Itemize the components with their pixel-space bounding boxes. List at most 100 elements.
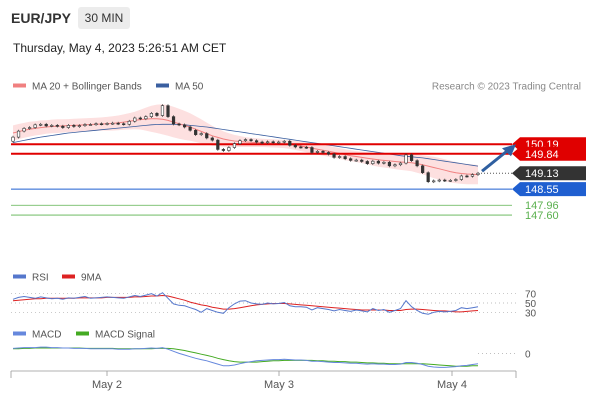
candle — [404, 153, 408, 165]
candle — [155, 111, 159, 117]
candle — [111, 121, 115, 125]
candle — [199, 132, 203, 137]
rsi-tick-label: 30 — [525, 308, 537, 319]
candle — [376, 159, 380, 165]
candle — [343, 155, 347, 161]
copyright-label: Research © 2023 Trading Central — [432, 82, 581, 93]
candle — [122, 122, 126, 126]
candle — [194, 128, 198, 137]
candle — [83, 123, 87, 128]
symbol-label: EUR/JPY — [11, 10, 71, 26]
candle — [171, 115, 176, 126]
support-level-label-5: 147.60 — [525, 210, 559, 222]
candle — [354, 158, 358, 162]
candle — [398, 161, 403, 167]
candle — [232, 142, 237, 149]
candle — [216, 138, 220, 151]
candle — [326, 151, 331, 156]
pivot-level-label-3: 148.55 — [525, 184, 559, 196]
candle — [365, 160, 369, 166]
forecast-arrow-shaft — [481, 149, 509, 173]
candle — [332, 152, 336, 159]
candle — [88, 123, 93, 126]
current-level-label-2: 149.13 — [525, 168, 559, 180]
candle — [432, 179, 436, 184]
candle — [144, 115, 148, 121]
rsi-legend-swatch — [13, 274, 26, 279]
candle — [50, 123, 54, 128]
candle — [349, 157, 353, 162]
rsi-legend-label: RSI — [32, 273, 49, 284]
resistance-level-label-1: 149.84 — [525, 149, 559, 161]
candle — [188, 125, 192, 132]
candle — [288, 139, 292, 147]
ma50-line — [12, 123, 479, 167]
candle — [293, 143, 297, 149]
candle — [105, 122, 109, 126]
candle — [28, 126, 32, 130]
candle — [205, 132, 209, 140]
candle — [33, 123, 37, 129]
candle — [448, 178, 452, 182]
candle — [11, 135, 15, 143]
price-levels — [11, 143, 512, 216]
candle — [321, 149, 325, 154]
candle — [426, 171, 430, 184]
candle — [177, 122, 181, 127]
candle — [459, 174, 463, 181]
macd-tick-label: 0 — [525, 349, 531, 360]
candle — [465, 174, 469, 178]
candle — [72, 123, 76, 128]
candle — [149, 111, 153, 118]
ma9-legend-label: 9MA — [81, 273, 102, 284]
candle — [16, 129, 21, 139]
candle — [387, 160, 392, 168]
signal-legend-label: MACD Signal — [95, 330, 155, 341]
candle — [454, 178, 458, 182]
candle — [304, 145, 308, 149]
candle — [310, 146, 314, 154]
macd-line — [12, 346, 479, 368]
candle — [260, 140, 264, 144]
candle — [61, 124, 65, 129]
candle — [55, 123, 59, 128]
ma50-legend-swatch — [156, 83, 169, 88]
candle — [127, 119, 131, 126]
candle — [249, 138, 253, 143]
candle — [360, 158, 364, 163]
candle — [254, 139, 259, 144]
rsi-tick-label: 50 — [525, 299, 537, 310]
timeframe-badge[interactable]: 30 MIN — [78, 7, 130, 29]
candle — [99, 122, 104, 126]
candle — [221, 148, 225, 152]
header-bar: EUR/JPY 30 MIN — [0, 0, 590, 34]
candle — [443, 178, 447, 182]
macd-legend-swatch — [13, 331, 26, 336]
x-tick-label: May 3 — [264, 379, 294, 391]
support-level-label-4: 147.96 — [525, 200, 559, 212]
candle — [470, 173, 475, 178]
candlesticks — [11, 104, 480, 184]
x-tick-label: May 4 — [437, 379, 467, 391]
candle — [415, 159, 419, 168]
forecast-arrow-head — [502, 144, 516, 157]
candle — [476, 171, 480, 176]
candle — [282, 139, 286, 144]
candle — [243, 138, 248, 143]
rsi-tick-label: 70 — [525, 290, 537, 301]
candle — [382, 160, 386, 165]
candle — [393, 163, 397, 168]
candle — [44, 122, 48, 128]
candle — [271, 140, 275, 144]
macd-legend-label: MACD — [32, 330, 61, 341]
candle — [39, 122, 43, 127]
macd-signal-line — [13, 347, 478, 367]
price-legend: MA 20 + Bollinger Bands MA 50 — [13, 82, 204, 93]
forecast-arrow — [481, 144, 516, 173]
candle — [371, 159, 375, 166]
candle — [238, 139, 242, 146]
candle — [277, 140, 281, 144]
current-tag-2 — [512, 166, 586, 181]
